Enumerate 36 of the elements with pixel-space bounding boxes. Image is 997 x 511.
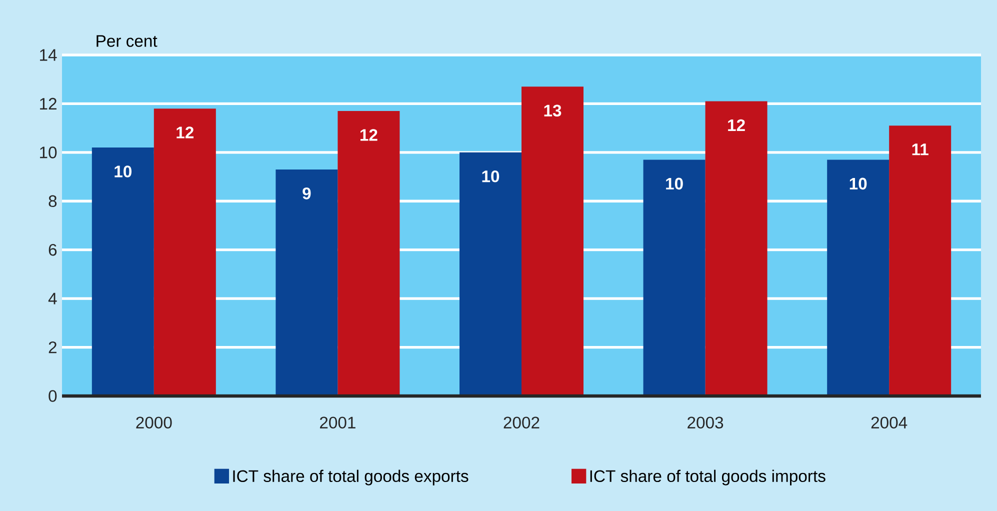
y-tick-label: 12 [40, 98, 56, 110]
y-tick-label: 2 [48, 341, 56, 354]
bar [460, 152, 522, 396]
bar [889, 126, 952, 396]
y-tick-label: 14 [40, 49, 57, 61]
data-label: 11 [912, 144, 928, 156]
y-tick-label: 8 [48, 195, 57, 208]
bar [827, 160, 890, 396]
data-label: 10 [114, 166, 132, 178]
x-tick-label: 2001 [320, 416, 356, 429]
y-tick-label: 4 [48, 292, 57, 304]
bar [154, 108, 216, 396]
y-tick-label: 6 [48, 244, 57, 256]
data-label: 13 [544, 104, 562, 117]
bar [643, 160, 706, 396]
data-label: 12 [360, 129, 378, 141]
bar [705, 101, 768, 396]
x-tick-label: 2003 [688, 416, 724, 429]
bar [522, 86, 584, 396]
bar [276, 169, 338, 396]
data-label: 12 [728, 119, 745, 131]
bar [338, 111, 400, 396]
legend-label: ICT share of total goods exports [233, 470, 468, 486]
x-tick-label: 2004 [871, 416, 908, 429]
data-label: 9 [302, 188, 311, 200]
x-tick-label: 2000 [136, 416, 172, 429]
y-tick-label: 10 [40, 146, 57, 158]
y-axis-title: Per cent [96, 35, 158, 47]
data-label: 10 [666, 178, 683, 190]
y-tick-label: 0 [48, 390, 57, 402]
data-label: 12 [176, 126, 194, 138]
data-label: 10 [850, 178, 867, 190]
x-tick-label: 2002 [504, 416, 540, 429]
data-label: 10 [482, 170, 500, 182]
legend-label: ICT share of total goods imports [590, 470, 826, 486]
bar [92, 148, 154, 396]
